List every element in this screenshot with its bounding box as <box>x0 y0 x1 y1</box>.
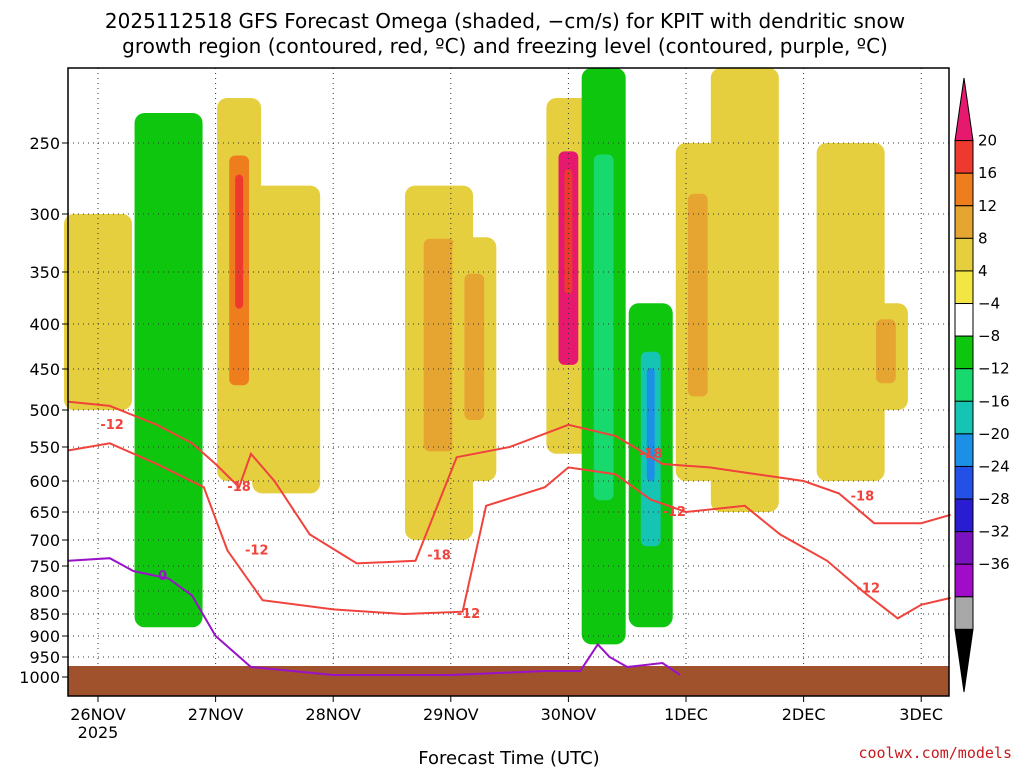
omega-region-1 <box>134 113 203 628</box>
freezing-label-0: 0 <box>158 569 167 584</box>
dgz-contour-lower <box>68 442 951 620</box>
colorbar-swatch-4 <box>954 237 974 272</box>
chart-title: 2025112518 GFS Forecast Omega (shaded, −… <box>105 9 905 58</box>
colorbar-label-9: −20 <box>978 425 1010 443</box>
colorbar-swatch-5 <box>954 270 974 305</box>
y-tick-label-400: 400 <box>29 315 60 334</box>
colorbar-label-5: −4 <box>978 295 1000 313</box>
colorbar-label-1: 16 <box>978 164 997 182</box>
x-tick-label-3: 29NOV <box>423 705 479 724</box>
dgz-label-5: -18 <box>639 447 663 462</box>
y-tick-label-450: 450 <box>29 360 60 379</box>
omega-peak-6 <box>564 169 573 294</box>
dgz-label-3: -18 <box>427 549 451 564</box>
colorbar-label-2: 12 <box>978 197 997 215</box>
colorbar-swatch-14 <box>954 563 974 598</box>
freezing-contour <box>68 557 681 676</box>
y-tick-label-800: 800 <box>29 582 60 601</box>
colorbar-bottom-arrow <box>954 628 974 693</box>
colorbar-label-13: −36 <box>978 555 1010 573</box>
colorbar-label-6: −8 <box>978 327 1000 345</box>
omega-core-9 <box>687 193 708 397</box>
colorbar-label-8: −16 <box>978 392 1010 410</box>
dgz-label-4: -12 <box>457 607 481 622</box>
colorbar: 20 16 12 8 4 −4 −8 −12 −16 −20 −24 −28 −32 −36 <box>954 77 1010 693</box>
omega-peak-8 <box>646 368 655 482</box>
omega-region-3 <box>252 185 321 494</box>
y-tick-label-300: 300 <box>29 205 60 224</box>
colorbar-label-12: −32 <box>978 523 1010 541</box>
title-line-1: 2025112518 GFS Forecast Omega (shaded, −… <box>105 9 905 33</box>
omega-region-10 <box>710 68 779 512</box>
contour-lines: -12 -18 -12 -18 -12 -18 -12 -18 -12 0 <box>68 400 951 676</box>
y-tick-label-950: 950 <box>29 648 60 667</box>
dgz-label-1: -18 <box>227 480 251 495</box>
colorbar-swatch-3 <box>954 205 974 239</box>
x-axis: 26NOV 27NOV 28NOV 29NOV 30NOV 1DEC 2DEC 3DEC 202… <box>70 696 943 742</box>
y-tick-label-550: 550 <box>29 438 60 457</box>
x-tick-label-1: 27NOV <box>188 705 244 724</box>
title-line-2: growth region (contoured, red, ºC) and f… <box>122 34 888 58</box>
y-tick-label-650: 650 <box>29 503 60 522</box>
dgz-label-2: -12 <box>245 543 269 558</box>
colorbar-swatch-2 <box>954 172 974 207</box>
dgz-label-6: -12 <box>662 505 686 520</box>
plot-frame <box>67 67 950 697</box>
colorbar-label-7: −12 <box>978 360 1010 378</box>
omega-core-12 <box>876 319 896 384</box>
colorbar-label-11: −28 <box>978 490 1010 508</box>
x-tick-label-5: 1DEC <box>664 705 708 724</box>
colorbar-top-arrow <box>954 77 974 142</box>
colorbar-swatch-7 <box>954 335 974 370</box>
y-tick-label-850: 850 <box>29 605 60 624</box>
y-tick-label-900: 900 <box>29 627 60 646</box>
omega-core-5 <box>464 273 485 421</box>
colorbar-label-10: −24 <box>978 457 1010 475</box>
x-axis-label: Forecast Time (UTC) <box>418 748 599 768</box>
credit-link[interactable]: coolwx.com/models <box>858 744 1012 762</box>
omega-core-4 <box>423 238 455 452</box>
y-tick-label-700: 700 <box>29 531 60 550</box>
dgz-label-7: -18 <box>851 490 875 505</box>
colorbar-swatch-9 <box>954 400 974 435</box>
x-tick-label-0: 26NOV <box>70 705 126 724</box>
omega-shading <box>64 68 908 645</box>
dgz-contour-upper <box>68 400 951 565</box>
x-tick-label-2: 28NOV <box>305 705 361 724</box>
colorbar-swatch-6 <box>954 303 974 337</box>
dgz-label-0: -12 <box>100 418 124 433</box>
x-tick-label-6: 2DEC <box>782 705 826 724</box>
x-tick-label-4: 30NOV <box>541 705 597 724</box>
colorbar-label-3: 8 <box>978 229 988 247</box>
omega-region-0 <box>64 214 132 410</box>
colorbar-label-0: 20 <box>978 132 997 150</box>
x-year-label: 2025 <box>78 723 119 742</box>
terrain-ground <box>68 666 949 696</box>
colorbar-label-4: 4 <box>978 262 988 280</box>
y-tick-label-250: 250 <box>29 134 60 153</box>
y-tick-label-500: 500 <box>29 401 60 420</box>
colorbar-swatch-12 <box>954 498 974 533</box>
omega-peak-2 <box>235 174 244 309</box>
y-tick-label-1000: 1000 <box>19 668 60 687</box>
colorbar-swatch-13 <box>954 531 974 565</box>
y-tick-label-350: 350 <box>29 263 60 282</box>
y-tick-label-600: 600 <box>29 472 60 491</box>
colorbar-swatch-10 <box>954 433 974 467</box>
x-tick-label-7: 3DEC <box>899 705 943 724</box>
colorbar-swatch-8 <box>954 368 974 402</box>
colorbar-swatch-1 <box>954 140 974 174</box>
y-tick-label-750: 750 <box>29 557 60 576</box>
dgz-label-8: -12 <box>857 582 881 597</box>
colorbar-swatch-11 <box>954 465 974 500</box>
colorbar-swatch-15 <box>954 596 974 630</box>
omega-core-7 <box>593 154 614 501</box>
y-axis: 250 300 350 400 450 500 550 600 650 700 750 800 850 9… <box>19 134 68 687</box>
